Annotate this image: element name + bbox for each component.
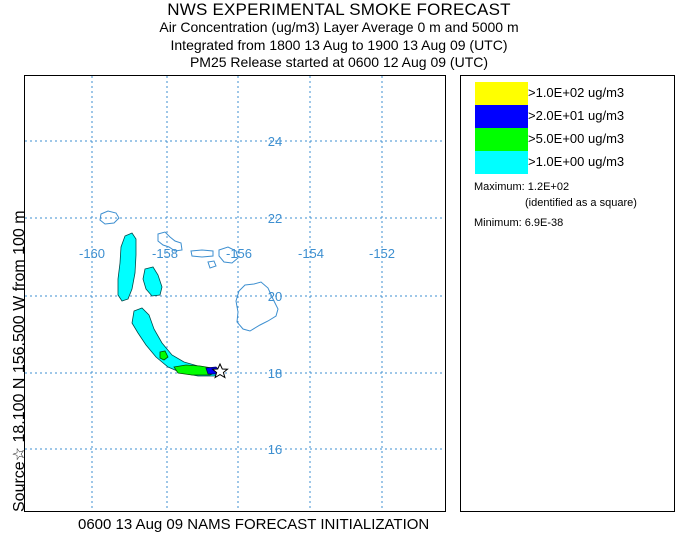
lat-label-16: 16 [268,442,282,457]
map-gridlines [25,76,445,511]
legend-swatch-green [475,128,528,151]
island-lanai [207,260,217,269]
plume-green-spot [159,350,169,361]
forecast-map: -160 -158 -156 -154 -152 24 22 20 18 16 [24,75,446,512]
lat-label-24: 24 [268,134,282,149]
plume-kauai-east [142,266,163,297]
island-molokai [190,249,214,258]
legend-label: >1.0E+02 ug/m3 [528,85,625,100]
legend-label: >2.0E+01 ug/m3 [528,108,625,123]
source-star-icon [211,362,229,379]
minimum-value: Minimum: 6.9E-38 [474,217,564,229]
smoke-plume-mid [159,350,218,376]
maximum-value: Maximum: 1.2E+02 [474,181,570,193]
legend-swatch-yellow [475,82,528,105]
lat-label-22: 22 [268,211,282,226]
forecast-initialization-label: 0600 13 Aug 09 NAMS FORECAST INITIALIZAT… [78,516,430,533]
legend-label: >1.0E+00 ug/m3 [528,154,625,169]
lon-label-160: -160 [79,246,105,261]
coastlines [99,210,279,332]
lon-label-158: -158 [152,246,178,261]
lat-label-20: 20 [268,289,282,304]
release-info: PM25 Release started at 0600 12 Aug 09 (… [189,54,489,70]
island-hawaii [235,281,279,332]
legend-swatch-cyan [475,151,528,174]
lon-label-152: -152 [369,246,395,261]
island-niihau [99,210,120,225]
map-frame [24,75,446,512]
lat-label-18: 18 [268,366,282,381]
island-maui [218,246,239,264]
legend-label: >5.0E+00 ug/m3 [528,131,625,146]
plume-kauai-west [117,232,137,302]
concentration-subtitle: Air Concentration (ug/m3) Layer Average … [159,19,519,35]
legend-swatch-blue [475,105,528,128]
chart-title: NWS EXPERIMENTAL SMOKE FORECAST [167,0,511,19]
lon-label-154: -154 [298,246,324,261]
integration-period: Integrated from 1800 13 Aug to 1900 13 A… [170,37,508,53]
island-oahu [157,231,183,252]
maximum-note: (identified as a square) [525,197,637,209]
legend-panel: >1.0E+02 ug/m3 >2.0E+01 ug/m3 >5.0E+00 u… [460,75,675,512]
